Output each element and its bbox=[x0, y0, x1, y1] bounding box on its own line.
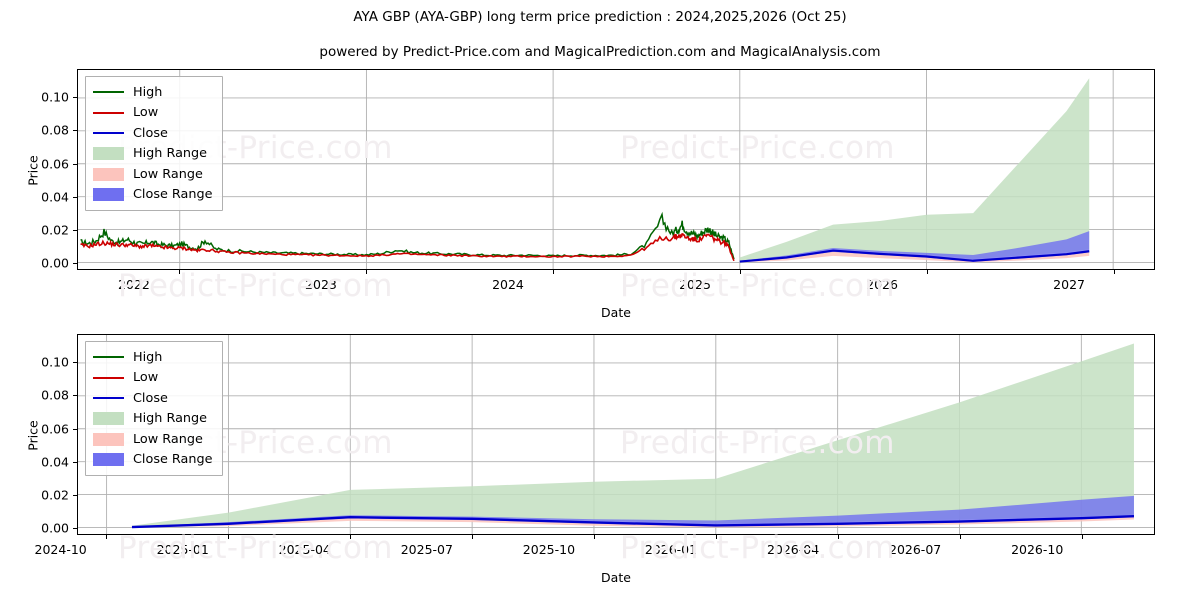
legend-swatch-icon bbox=[93, 412, 124, 426]
legend-swatch-icon bbox=[93, 127, 124, 139]
x-tick-mark bbox=[365, 270, 367, 274]
legend-swatch-icon bbox=[93, 432, 124, 446]
y-tick-mark bbox=[73, 461, 77, 463]
x-tick-mark bbox=[593, 535, 595, 539]
y-tick-label: 0.06 bbox=[41, 156, 69, 172]
x-tick-mark bbox=[349, 535, 351, 539]
bottom-chart-plot-area bbox=[77, 334, 1155, 535]
x-tick-mark bbox=[838, 535, 840, 539]
y-tick-label: 0.04 bbox=[41, 189, 69, 205]
x-tick-label: 2025-10 bbox=[522, 542, 576, 557]
x-axis-label-top: Date bbox=[601, 305, 631, 320]
legend-item-label: Low bbox=[133, 370, 159, 386]
legend-item-close: Close bbox=[93, 388, 213, 409]
y-tick-label: 0.00 bbox=[41, 520, 69, 536]
y-tick-label: 0.06 bbox=[41, 421, 69, 437]
x-tick-mark bbox=[960, 535, 962, 539]
page-title: AYA GBP (AYA-GBP) long term price predic… bbox=[353, 9, 847, 25]
legend-item-close-range: Close Range bbox=[93, 185, 213, 206]
x-tick-mark bbox=[178, 270, 180, 274]
y-tick-mark bbox=[73, 230, 77, 232]
y-tick-label: 0.02 bbox=[41, 487, 69, 503]
page-subtitle: powered by Predict-Price.com and Magical… bbox=[319, 44, 881, 60]
x-tick-label: 2025 bbox=[679, 277, 711, 292]
legend-swatch-icon bbox=[93, 107, 124, 119]
legend-item-low-range: Low Range bbox=[93, 429, 213, 450]
legend-item-label: High Range bbox=[133, 146, 208, 162]
legend-item-label: Close Range bbox=[133, 452, 213, 468]
x-axis-label-bottom: Date bbox=[601, 570, 631, 585]
y-tick-mark bbox=[73, 163, 77, 165]
x-tick-label: 2024-10 bbox=[34, 542, 87, 557]
x-tick-mark bbox=[927, 270, 929, 274]
y-tick-label: 0.02 bbox=[41, 222, 69, 238]
y-tick-mark bbox=[73, 196, 77, 198]
x-tick-label: 2023 bbox=[305, 277, 337, 292]
x-tick-mark bbox=[471, 535, 473, 539]
y-tick-label: 0.08 bbox=[41, 122, 69, 138]
legend-swatch-icon bbox=[93, 351, 124, 363]
y-tick-label: 0.00 bbox=[41, 255, 69, 271]
legend-item-label: Low Range bbox=[133, 166, 203, 182]
y-tick-label: 0.10 bbox=[41, 354, 69, 370]
top-chart-plot-area bbox=[77, 69, 1155, 270]
y-tick-label: 0.04 bbox=[41, 454, 69, 470]
legend-bottom: High Low Close High Range Low Range Close Ran… bbox=[85, 341, 223, 476]
y-tick-mark bbox=[73, 263, 77, 265]
y-tick-mark bbox=[73, 130, 77, 132]
x-tick-label: 2024 bbox=[492, 277, 524, 292]
y-tick-label: 0.10 bbox=[41, 89, 69, 105]
legend-swatch-icon bbox=[93, 167, 124, 181]
x-tick-label: 2026-07 bbox=[889, 542, 942, 557]
legend-item-high: High bbox=[93, 82, 213, 103]
legend-item-low-range: Low Range bbox=[93, 164, 213, 185]
x-tick-label: 2025-01 bbox=[156, 542, 209, 557]
x-tick-mark bbox=[1082, 535, 1084, 539]
legend-swatch-icon bbox=[93, 392, 124, 404]
legend-item-label: Close bbox=[133, 390, 168, 406]
x-tick-label: 2026-01 bbox=[644, 542, 698, 557]
legend-item-low: Low bbox=[93, 103, 213, 124]
x-tick-label: 2026-10 bbox=[1011, 542, 1064, 557]
x-tick-mark bbox=[227, 535, 229, 539]
x-tick-label: 2026-04 bbox=[766, 542, 820, 557]
legend-item-low: Low bbox=[93, 368, 213, 389]
legend-item-close-range: Close Range bbox=[93, 450, 213, 471]
y-tick-mark bbox=[73, 495, 77, 497]
legend-item-high-range: High Range bbox=[93, 144, 213, 165]
legend-swatch-icon bbox=[93, 188, 124, 202]
legend-swatch-icon bbox=[93, 372, 124, 384]
y-tick-mark bbox=[73, 528, 77, 530]
x-tick-mark bbox=[740, 270, 742, 274]
legend-item-high-range: High Range bbox=[93, 409, 213, 430]
x-tick-label: 2027 bbox=[1053, 277, 1085, 292]
legend-item-label: Low Range bbox=[133, 431, 203, 447]
x-tick-mark bbox=[715, 535, 717, 539]
legend-swatch-icon bbox=[93, 86, 124, 98]
x-tick-mark bbox=[105, 535, 107, 539]
x-tick-mark bbox=[1114, 270, 1116, 274]
x-tick-label: 2022 bbox=[118, 277, 150, 292]
legend-item-high: High bbox=[93, 347, 213, 368]
legend-item-label: Low bbox=[133, 105, 159, 121]
x-tick-mark bbox=[552, 270, 554, 274]
y-tick-mark bbox=[73, 97, 77, 99]
y-tick-label: 0.08 bbox=[41, 387, 69, 403]
y-tick-mark bbox=[73, 428, 77, 430]
y-tick-mark bbox=[73, 395, 77, 397]
x-tick-label: 2025-07 bbox=[400, 542, 453, 557]
legend-item-label: High bbox=[133, 84, 163, 100]
legend-item-label: High Range bbox=[133, 411, 208, 427]
y-tick-mark bbox=[73, 362, 77, 364]
x-tick-label: 2026 bbox=[866, 277, 898, 292]
legend-swatch-icon bbox=[93, 147, 124, 161]
legend-swatch-icon bbox=[93, 453, 124, 467]
x-tick-label: 2025-04 bbox=[278, 542, 331, 557]
legend-item-label: High bbox=[133, 349, 163, 365]
legend-item-label: Close Range bbox=[133, 187, 213, 203]
legend-top: High Low Close High Range Low Range Close Ran… bbox=[85, 76, 223, 211]
legend-item-label: Close bbox=[133, 125, 168, 141]
legend-item-close: Close bbox=[93, 123, 213, 144]
